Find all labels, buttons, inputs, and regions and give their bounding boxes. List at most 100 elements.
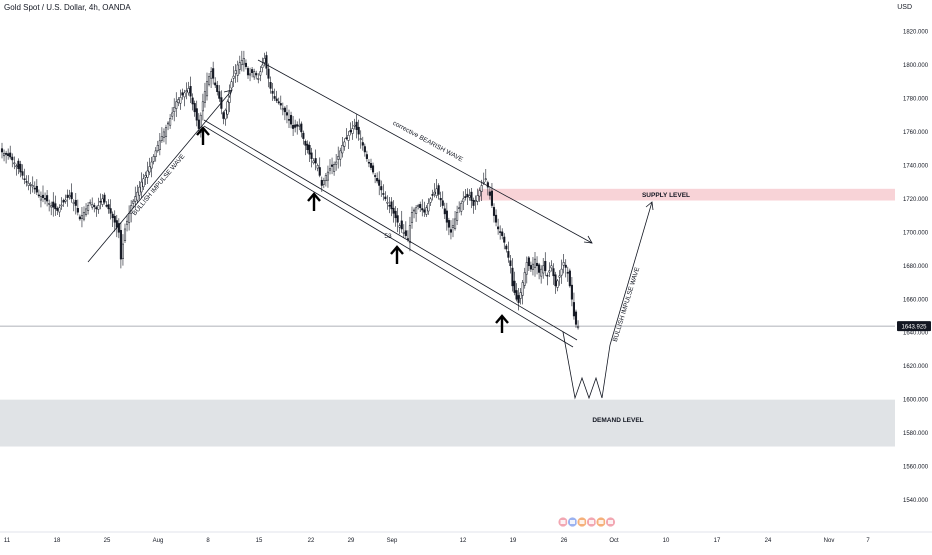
candle-body <box>205 81 209 97</box>
candle-body <box>374 175 377 177</box>
candle-body <box>544 260 547 272</box>
y-tick-label: 1540.000 <box>903 498 929 504</box>
candle <box>572 292 576 320</box>
candle-body <box>480 185 483 192</box>
candle <box>228 84 231 113</box>
candle-body <box>230 81 233 89</box>
candle-body <box>269 82 272 89</box>
candle <box>523 267 526 289</box>
symbol-title: Gold Spot / U.S. Dollar, 4h, OANDA <box>4 3 131 12</box>
candle-body <box>263 58 266 63</box>
candle <box>304 139 307 156</box>
candle <box>451 218 455 238</box>
candle <box>15 163 18 176</box>
candle <box>474 195 477 210</box>
candle <box>492 203 496 223</box>
candle-body <box>410 211 414 223</box>
candle-body <box>244 62 247 67</box>
candle <box>91 197 94 210</box>
candle <box>126 214 129 232</box>
candle <box>439 191 442 208</box>
supply-level-label: SUPPLY LEVEL <box>642 192 690 199</box>
candle-body <box>326 171 329 181</box>
candle-body <box>91 204 94 208</box>
candle-body <box>536 262 539 267</box>
candle <box>265 51 268 76</box>
arrow-head <box>495 314 509 324</box>
candle-body <box>400 220 403 230</box>
candle <box>378 171 381 196</box>
candle <box>195 100 198 127</box>
candle <box>82 206 86 222</box>
candle <box>408 216 411 252</box>
candle-body <box>35 185 38 193</box>
candle-body <box>15 165 18 168</box>
candle-body <box>488 191 491 196</box>
candle-body <box>261 64 264 68</box>
candle <box>525 256 528 284</box>
candle-body <box>162 131 165 138</box>
candle-body <box>121 243 125 259</box>
candle-body <box>80 215 84 219</box>
candle <box>253 68 256 80</box>
candle-body <box>164 127 168 137</box>
candle <box>556 279 559 292</box>
candle-body <box>154 150 157 157</box>
candle <box>44 192 47 205</box>
candle-body <box>5 152 8 155</box>
x-tick-label: 7 <box>866 538 870 544</box>
candle-body <box>472 199 475 206</box>
candle <box>17 158 20 175</box>
flag-icon-glyph <box>608 520 613 524</box>
candle <box>72 199 75 212</box>
candle <box>107 199 110 214</box>
candle <box>290 111 293 129</box>
candle <box>359 130 362 149</box>
y-tick-label: 1780.000 <box>903 96 929 102</box>
candle <box>267 63 270 88</box>
candle <box>234 64 237 83</box>
current-price-tag: 1643.925 <box>897 321 931 332</box>
candle <box>552 263 555 285</box>
candle-body <box>251 69 254 74</box>
candle-body <box>300 123 303 133</box>
candle <box>68 189 71 200</box>
candle-body <box>48 203 51 205</box>
candle <box>164 124 168 145</box>
candle-body <box>355 121 358 130</box>
candle-body <box>46 195 49 202</box>
candle <box>214 77 217 89</box>
candle-body <box>302 132 305 139</box>
candle <box>181 88 184 100</box>
candle-body <box>279 103 282 106</box>
candle-body <box>259 71 262 76</box>
candle <box>105 201 108 208</box>
candle <box>257 73 260 84</box>
candle-body <box>322 180 325 185</box>
candle <box>449 220 452 240</box>
candle-body <box>320 179 323 186</box>
candle <box>331 157 334 175</box>
flag-icon-glyph <box>579 520 585 524</box>
y-tick-label: 1660.000 <box>903 297 929 303</box>
y-tick-label: 1800.000 <box>903 63 929 69</box>
candle-body <box>337 156 340 160</box>
candle-body <box>333 164 336 172</box>
candle-body <box>429 198 432 203</box>
candle <box>285 105 288 124</box>
demand-level-label: DEMAND LEVEL <box>592 417 643 424</box>
candle <box>341 136 344 158</box>
candle <box>462 191 465 211</box>
candle <box>445 202 448 231</box>
candle <box>255 70 258 80</box>
candle-body <box>372 165 375 173</box>
x-tick-label: 15 <box>256 538 263 544</box>
candle-body <box>246 68 250 76</box>
candle-body <box>462 198 465 203</box>
candle-body <box>41 194 45 198</box>
candle <box>429 197 432 206</box>
candle <box>410 206 414 229</box>
candle <box>41 185 45 203</box>
